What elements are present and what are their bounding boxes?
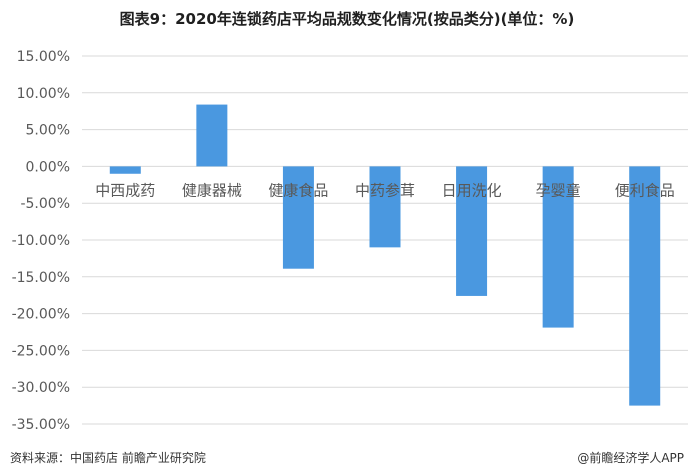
bar-2 [196,104,228,167]
category-label: 中西成药 [95,181,155,199]
category-label: 孕婴童 [536,181,581,199]
y-tick-label: 10.00% [17,86,70,102]
y-tick-label: -30.00% [12,380,70,396]
y-tick-label: -10.00% [12,233,70,249]
bar-3 [282,166,314,269]
brand-credit: @前瞻经济学人APP [577,451,684,465]
y-tick-label: -25.00% [12,343,70,359]
x-axis: 中西成药 健康器械 健康食品 中药参茸 日用洗化 孕婴童 便利食品 [95,181,674,199]
y-tick-label: 0.00% [26,159,70,175]
bar-5 [456,166,488,296]
bar-6 [542,166,574,328]
y-tick-label: 5.00% [26,123,70,139]
bar-1 [109,166,141,174]
y-tick-label: -35.00% [12,417,70,433]
source-note: 资料来源：中国药店 前瞻产业研究院 [10,451,206,465]
y-tick-label: -20.00% [12,307,70,323]
chart-title: 图表9：2020年连锁药店平均品规数变化情况(按品类分)(单位：%) [119,10,575,28]
category-label: 健康食品 [268,181,328,199]
y-tick-label: -15.00% [12,270,70,286]
y-tick-label: 15.00% [17,49,70,65]
category-label: 日用洗化 [442,181,502,199]
category-label: 便利食品 [615,181,675,199]
bars [109,104,661,406]
category-label: 中药参茸 [355,181,415,199]
category-label: 健康器械 [182,181,242,199]
bar-7 [629,166,661,406]
y-axis: 15.00% 10.00% 5.00% 0.00% -5.00% -10.00% -15.0… [12,49,70,433]
bar-4 [369,166,401,248]
y-tick-label: -5.00% [20,196,70,212]
